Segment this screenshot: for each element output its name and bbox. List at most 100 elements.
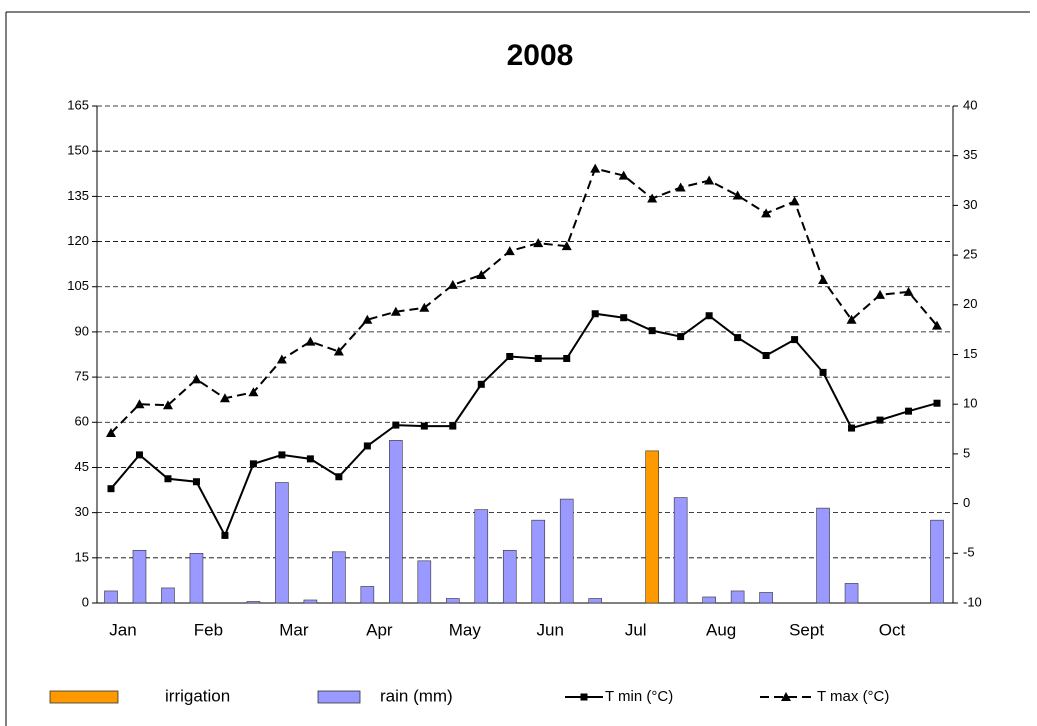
chart-title: 2008 — [507, 39, 574, 72]
marker — [591, 310, 599, 318]
marker — [107, 485, 115, 493]
bar — [417, 560, 432, 604]
marker — [363, 442, 371, 450]
legend-marker — [580, 693, 588, 701]
marker — [905, 407, 913, 415]
marker — [191, 374, 202, 384]
bar — [474, 509, 489, 604]
legend-label: T max (°C) — [817, 688, 889, 705]
marker — [875, 289, 886, 299]
marker — [219, 393, 230, 403]
bar — [132, 549, 147, 604]
marker — [333, 346, 344, 356]
bar — [332, 551, 346, 604]
y2-tick-label: 35 — [963, 147, 977, 162]
legend-label: T min (°C) — [605, 688, 673, 705]
marker — [305, 336, 316, 346]
marker — [876, 416, 884, 424]
marker — [732, 190, 743, 200]
legend-label: irrigation — [165, 686, 230, 705]
marker — [932, 320, 942, 330]
marker — [761, 208, 772, 218]
marker — [533, 238, 544, 248]
marker — [819, 368, 827, 376]
y2-tick-label: 20 — [963, 296, 977, 311]
y-tick-label: 90 — [75, 323, 89, 338]
bar — [189, 552, 204, 604]
marker — [618, 170, 629, 180]
legend-swatch — [49, 690, 119, 704]
x-tick-label: Jul — [625, 620, 647, 639]
bar — [104, 590, 118, 604]
bar — [360, 586, 375, 604]
bar — [445, 598, 460, 604]
marker — [477, 380, 485, 388]
marker — [476, 269, 487, 279]
bar — [730, 590, 745, 604]
marker — [164, 475, 172, 483]
bar — [502, 549, 517, 604]
y2-tick-label: 30 — [963, 197, 977, 212]
y-tick-label: 15 — [75, 549, 89, 564]
bar — [816, 507, 830, 604]
bar — [844, 583, 859, 604]
marker — [846, 314, 857, 324]
marker — [106, 428, 116, 438]
legend-label: rain (mm) — [380, 686, 453, 705]
y-tick-label: 45 — [75, 459, 89, 474]
bar — [588, 598, 603, 604]
x-tick-label: Oct — [879, 620, 906, 639]
y-tick-label: 165 — [67, 97, 89, 112]
marker — [789, 196, 800, 206]
marker — [818, 274, 829, 284]
marker — [192, 478, 200, 486]
y-tick-label: 135 — [67, 188, 89, 203]
x-tick-label: Aug — [706, 620, 736, 639]
y2-tick-label: 5 — [963, 445, 970, 460]
bar — [275, 482, 289, 604]
bar — [645, 450, 659, 604]
bar — [759, 592, 773, 604]
marker — [420, 422, 428, 430]
bar — [246, 601, 261, 604]
marker — [276, 354, 287, 364]
marker — [335, 473, 343, 481]
marker — [419, 302, 430, 312]
y2-tick-label: 25 — [963, 247, 977, 262]
y2-tick-label: -5 — [963, 545, 975, 560]
marker — [506, 352, 514, 360]
y2-tick-label: 40 — [963, 97, 977, 112]
marker — [135, 451, 143, 459]
line — [110, 167, 938, 434]
legend-marker — [781, 692, 791, 701]
bar — [531, 519, 546, 604]
marker — [162, 400, 173, 410]
marker — [306, 455, 314, 463]
y-tick-label: 0 — [82, 594, 89, 609]
x-tick-label: Mar — [279, 620, 309, 639]
y-tick-label: 105 — [67, 278, 89, 293]
marker — [134, 399, 145, 409]
bar — [303, 599, 318, 604]
marker — [248, 387, 259, 397]
marker — [392, 421, 400, 429]
y-tick-label: 150 — [67, 143, 89, 158]
bar — [389, 440, 403, 604]
x-tick-label: Jun — [537, 620, 564, 639]
marker — [504, 246, 515, 256]
y2-tick-label: 15 — [963, 346, 977, 361]
marker — [677, 333, 685, 341]
bar — [161, 587, 175, 604]
marker — [791, 336, 799, 344]
marker — [362, 314, 373, 324]
bar — [930, 519, 944, 604]
bar — [673, 497, 688, 604]
line — [110, 312, 938, 538]
bar — [702, 596, 716, 604]
bar — [559, 498, 574, 604]
x-tick-label: Feb — [194, 620, 223, 639]
x-tick-label: May — [449, 620, 482, 639]
y-tick-label: 120 — [67, 233, 89, 248]
